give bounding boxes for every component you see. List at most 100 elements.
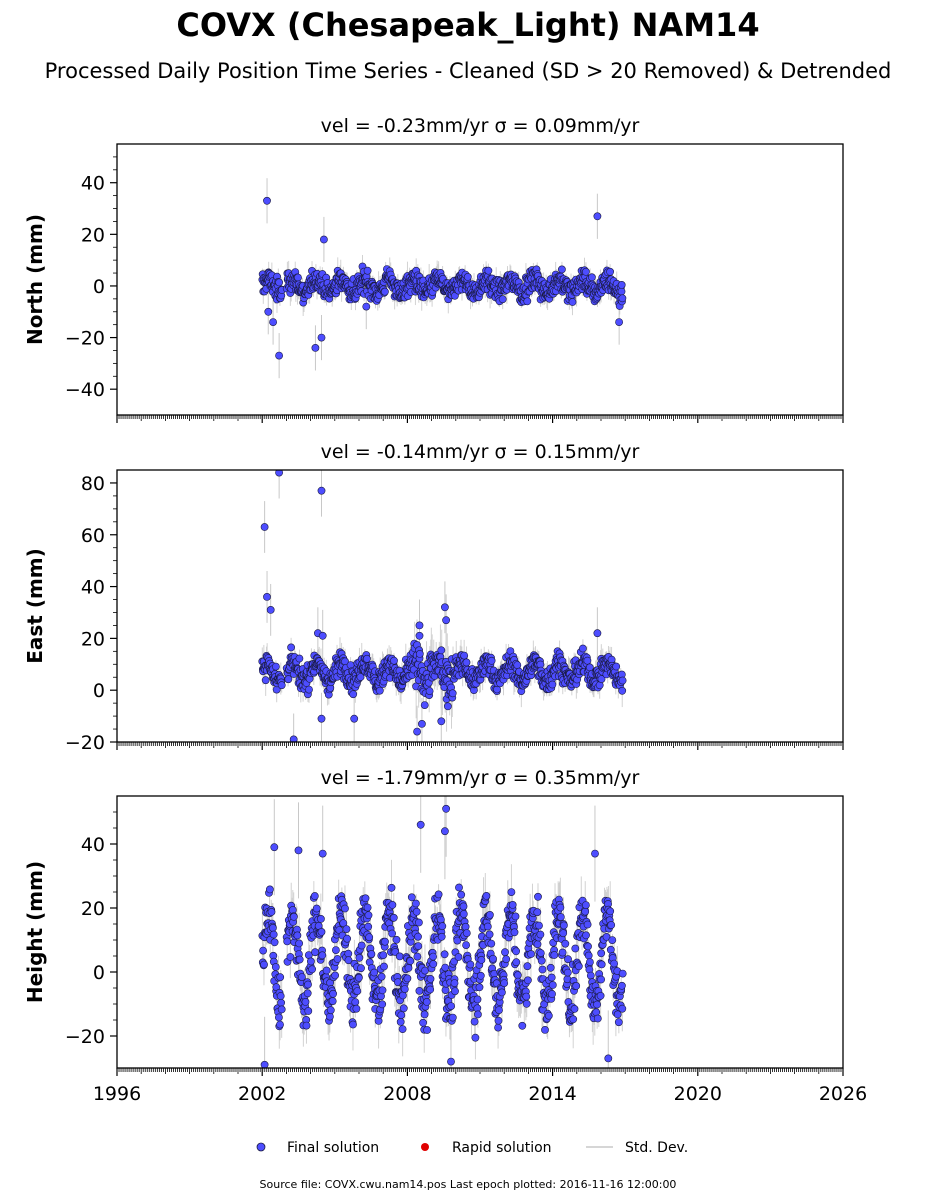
figure-subtitle: Processed Daily Position Time Series - C…	[45, 59, 892, 83]
data-point	[370, 968, 379, 977]
panel-frame	[116, 469, 844, 743]
data-point	[593, 1000, 601, 1009]
data-point	[304, 980, 312, 989]
data-point	[322, 966, 331, 975]
data-point	[579, 644, 587, 653]
data-point	[610, 959, 618, 968]
data-point	[547, 973, 556, 982]
data-point	[489, 954, 497, 963]
data-point	[263, 593, 271, 601]
data-point	[407, 893, 416, 902]
data-point	[354, 973, 363, 982]
data-point	[618, 294, 627, 303]
data-point	[494, 1016, 503, 1025]
data-point	[507, 888, 516, 896]
data-point	[318, 631, 327, 640]
data-point	[365, 933, 374, 942]
data-point	[306, 957, 315, 966]
height-panel: vel = -1.79mm/yr σ = 0.35mm/yr Height (mm…	[23, 767, 867, 1105]
data-point	[342, 925, 351, 933]
y-tick-label: −20	[65, 328, 105, 350]
data-point	[593, 629, 602, 638]
data-point	[597, 975, 605, 984]
data-point	[617, 287, 626, 296]
data-point	[536, 930, 545, 939]
data-point	[440, 603, 449, 612]
data-point	[312, 904, 321, 913]
data-point	[448, 1013, 457, 1022]
data-point	[311, 343, 320, 352]
data-point	[378, 986, 387, 995]
panel-title: vel = -0.23mm/yr σ = 0.09mm/yr	[321, 115, 640, 137]
data-point	[584, 942, 592, 951]
data-point	[260, 523, 269, 531]
data-point	[260, 1060, 269, 1068]
data-point	[269, 318, 277, 326]
data-point	[535, 921, 543, 930]
data-point	[569, 1015, 578, 1024]
data-point	[548, 990, 556, 998]
data-point	[400, 985, 409, 993]
data-point	[362, 654, 371, 663]
y-tick-label: 0	[93, 276, 105, 298]
data-point	[522, 992, 531, 1001]
data-point	[275, 470, 283, 477]
data-point	[357, 941, 366, 950]
data-point	[462, 941, 470, 949]
data-point	[559, 929, 568, 938]
data-point	[276, 973, 285, 982]
data-point	[518, 1021, 527, 1030]
data-point	[377, 972, 386, 981]
data-point	[538, 965, 547, 974]
data-point	[459, 902, 468, 911]
data-point	[618, 969, 627, 978]
data-point	[453, 936, 462, 945]
y-tick-label: −20	[65, 1026, 105, 1048]
data-point	[541, 1026, 549, 1034]
data-point	[473, 995, 482, 1004]
data-point	[584, 951, 593, 960]
data-point	[414, 918, 423, 927]
data-point	[473, 1010, 482, 1019]
data-point	[263, 196, 271, 205]
data-point	[294, 846, 303, 855]
data-point	[419, 1018, 427, 1027]
data-point	[550, 951, 559, 959]
data-point	[617, 280, 626, 289]
data-point	[265, 885, 274, 894]
data-point	[395, 952, 404, 961]
y-axis-label: North (mm)	[23, 214, 47, 345]
data-point	[331, 946, 340, 954]
data-point	[303, 989, 312, 998]
data-point	[387, 883, 396, 892]
data-point	[363, 903, 372, 912]
data-point	[581, 907, 590, 916]
data-point	[425, 687, 434, 695]
data-point	[564, 955, 572, 964]
data-point	[448, 689, 457, 698]
data-point	[546, 963, 555, 972]
data-point	[487, 656, 496, 665]
data-point	[275, 278, 283, 287]
data-point	[268, 924, 277, 932]
data-area	[258, 470, 627, 742]
data-point	[494, 1023, 502, 1032]
data-point	[523, 297, 532, 306]
data-point	[356, 673, 365, 681]
data-point	[482, 892, 491, 900]
data-point	[295, 955, 304, 964]
data-point	[316, 915, 325, 923]
data-point	[511, 912, 520, 921]
data-point	[450, 979, 459, 987]
final-solution-points	[258, 804, 627, 1068]
data-point	[414, 942, 423, 950]
data-point	[560, 921, 568, 930]
data-point	[614, 1018, 623, 1027]
data-point	[422, 998, 431, 1006]
data-point	[495, 1006, 503, 1014]
data-point	[266, 606, 275, 614]
data-point	[277, 1005, 286, 1014]
data-point	[485, 930, 494, 939]
data-point	[318, 849, 327, 858]
data-point	[618, 981, 626, 990]
